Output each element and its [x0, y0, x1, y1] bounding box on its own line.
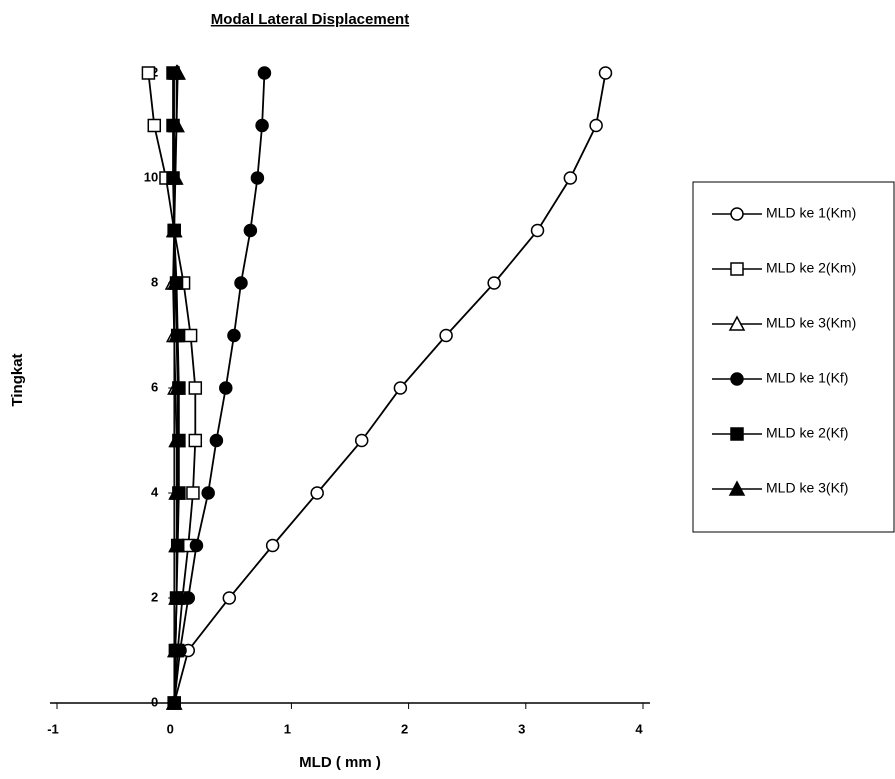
legend-label: MLD ke 2(Km) [766, 260, 856, 276]
data-point [167, 274, 184, 290]
x-tick-label: 2 [401, 721, 408, 736]
legend-label: MLD ke 3(Kf) [766, 480, 848, 496]
data-point [168, 589, 185, 605]
data-point [255, 118, 269, 133]
data-point [167, 169, 184, 185]
data-point [310, 486, 324, 500]
x-tick-label: 1 [284, 721, 291, 736]
data-point [169, 64, 186, 80]
x-tick-label: 0 [167, 721, 174, 736]
data-point [393, 381, 408, 395]
data-point [169, 484, 186, 500]
data-point [188, 381, 203, 395]
legend-label: MLD ke 2(Kf) [766, 425, 848, 441]
data-point [589, 118, 603, 133]
data-point [265, 538, 280, 553]
legend-marker [730, 207, 744, 221]
y-tick-label: 0 [151, 694, 158, 709]
legend-label: MLD ke 3(Km) [766, 315, 856, 331]
data-point [487, 276, 501, 290]
data-point [598, 66, 613, 80]
x-axis-label: MLD ( mm ) [299, 754, 381, 771]
data-point [169, 431, 186, 448]
data-point [165, 694, 183, 710]
data-point [186, 486, 200, 500]
legend-marker [728, 480, 746, 496]
y-tick-label: 8 [151, 274, 158, 289]
legend-label: MLD ke 1(Km) [766, 205, 856, 221]
data-point [209, 433, 224, 448]
data-point [169, 379, 186, 395]
data-point [168, 116, 185, 133]
data-point [234, 276, 248, 290]
data-point [227, 328, 241, 343]
legend-label: MLD ke 1(Kf) [766, 370, 848, 386]
y-tick-label: 6 [151, 379, 158, 394]
y-tick-label: 2 [151, 589, 158, 604]
data-point [257, 66, 272, 80]
y-tick-label: 4 [151, 484, 159, 499]
data-point [167, 641, 184, 658]
legend-marker [730, 262, 744, 276]
legend-marker [730, 427, 744, 441]
x-tick-label: 3 [518, 721, 525, 736]
data-point [183, 328, 198, 343]
legend-marker [728, 315, 746, 331]
chart-title: Modal Lateral Displacement [211, 11, 409, 28]
data-point [168, 326, 185, 343]
data-point [250, 171, 265, 185]
series-line [173, 72, 607, 704]
data-point [563, 171, 578, 185]
data-point [219, 381, 233, 395]
data-point [168, 536, 185, 553]
data-point [147, 118, 162, 133]
data-point [530, 223, 545, 238]
data-point [165, 221, 183, 238]
data-point [222, 591, 237, 605]
data-point [201, 486, 215, 500]
data-point [181, 591, 196, 605]
x-tick-label: -1 [47, 721, 59, 736]
legend-marker [730, 372, 744, 386]
data-point [354, 433, 369, 448]
x-tick-label: 4 [635, 721, 643, 736]
y-axis-label: Tingkat [9, 353, 26, 406]
data-point [189, 538, 204, 553]
data-point [243, 223, 258, 238]
data-point [439, 328, 453, 343]
legend-box [692, 181, 895, 533]
y-tick-label: 10 [144, 169, 158, 184]
data-point [141, 66, 156, 80]
data-point [188, 433, 203, 448]
